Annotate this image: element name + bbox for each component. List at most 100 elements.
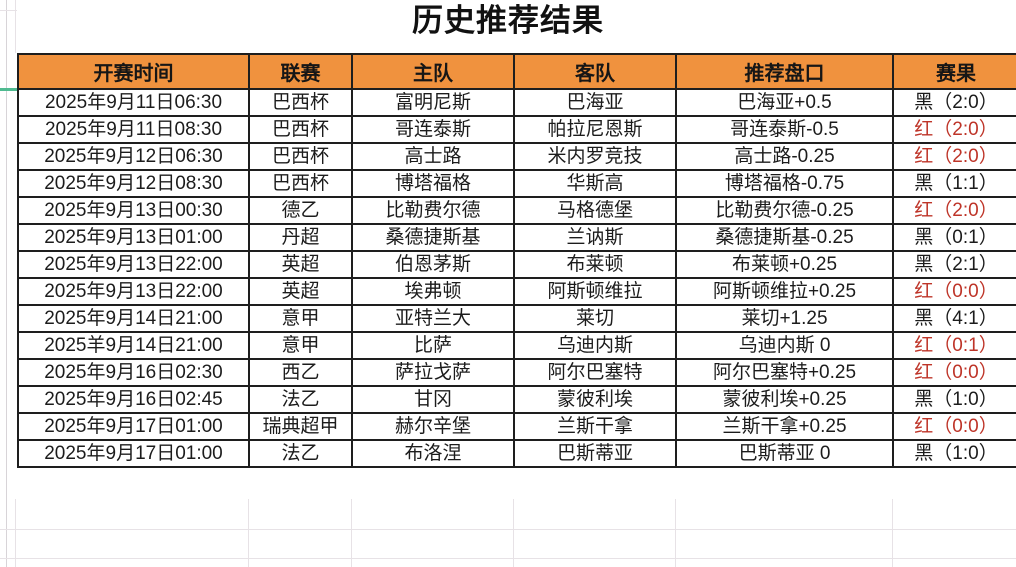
cell-league[interactable]: 英超 bbox=[248, 277, 353, 306]
freeze-pane-indicator bbox=[0, 88, 17, 91]
cell-home[interactable]: 甘冈 bbox=[351, 385, 515, 414]
cell-league[interactable]: 巴西杯 bbox=[248, 88, 353, 117]
cell-home[interactable]: 富明尼斯 bbox=[351, 88, 515, 117]
cell-result[interactable]: 红（2:0） bbox=[892, 142, 1016, 171]
cell-away[interactable]: 巴斯蒂亚 bbox=[513, 439, 677, 468]
table-row: 2025年9月13日22:00 英超 伯恩茅斯 布莱顿 布莱顿+0.25 黑（2:1） bbox=[17, 250, 1016, 279]
cell-handicap[interactable]: 比勒费尔德-0.25 bbox=[675, 196, 894, 225]
cell-home[interactable]: 桑德捷斯基 bbox=[351, 223, 515, 252]
cell-away[interactable]: 布莱顿 bbox=[513, 250, 677, 279]
cell-handicap[interactable]: 哥连泰斯-0.5 bbox=[675, 115, 894, 144]
cell-league[interactable]: 德乙 bbox=[248, 196, 353, 225]
cell-handicap[interactable]: 巴海亚+0.5 bbox=[675, 88, 894, 117]
sheet-gridline bbox=[675, 499, 676, 567]
cell-home[interactable]: 赫尔辛堡 bbox=[351, 412, 515, 441]
col-header-league[interactable]: 联赛 bbox=[248, 53, 353, 90]
cell-away[interactable]: 华斯高 bbox=[513, 169, 677, 198]
cell-away[interactable]: 兰讷斯 bbox=[513, 223, 677, 252]
cell-time[interactable]: 2025年9月13日00:30 bbox=[17, 196, 250, 225]
cell-handicap[interactable]: 莱切+1.25 bbox=[675, 304, 894, 333]
cell-away[interactable]: 乌迪内斯 bbox=[513, 331, 677, 360]
cell-league[interactable]: 法乙 bbox=[248, 385, 353, 414]
cell-time[interactable]: 2025年9月12日08:30 bbox=[17, 169, 250, 198]
cell-league[interactable]: 瑞典超甲 bbox=[248, 412, 353, 441]
cell-away[interactable]: 帕拉尼恩斯 bbox=[513, 115, 677, 144]
cell-time[interactable]: 2025年9月16日02:30 bbox=[17, 358, 250, 387]
cell-result[interactable]: 黑（0:1） bbox=[892, 223, 1016, 252]
cell-home[interactable]: 埃弗顿 bbox=[351, 277, 515, 306]
cell-league[interactable]: 丹超 bbox=[248, 223, 353, 252]
cell-result[interactable]: 黑（1:0） bbox=[892, 385, 1016, 414]
cell-away[interactable]: 阿斯顿维拉 bbox=[513, 277, 677, 306]
cell-result[interactable]: 红（2:0） bbox=[892, 115, 1016, 144]
cell-league[interactable]: 意甲 bbox=[248, 304, 353, 333]
cell-league[interactable]: 法乙 bbox=[248, 439, 353, 468]
cell-league[interactable]: 巴西杯 bbox=[248, 169, 353, 198]
cell-away[interactable]: 米内罗竞技 bbox=[513, 142, 677, 171]
cell-result[interactable]: 黑（4:1） bbox=[892, 304, 1016, 333]
cell-home[interactable]: 高士路 bbox=[351, 142, 515, 171]
cell-time[interactable]: 2025年9月17日01:00 bbox=[17, 439, 250, 468]
cell-handicap[interactable]: 兰斯干拿+0.25 bbox=[675, 412, 894, 441]
sheet-gridline bbox=[513, 499, 514, 567]
cell-result[interactable]: 黑（2:0） bbox=[892, 88, 1016, 117]
cell-time[interactable]: 2025年9月16日02:45 bbox=[17, 385, 250, 414]
cell-home[interactable]: 布洛涅 bbox=[351, 439, 515, 468]
col-header-handicap[interactable]: 推荐盘口 bbox=[675, 53, 894, 90]
table-row: 2025年9月11日06:30 巴西杯 富明尼斯 巴海亚 巴海亚+0.5 黑（2:0） bbox=[17, 88, 1016, 117]
cell-home[interactable]: 博塔福格 bbox=[351, 169, 515, 198]
cell-league[interactable]: 巴西杯 bbox=[248, 142, 353, 171]
cell-handicap[interactable]: 博塔福格-0.75 bbox=[675, 169, 894, 198]
cell-result[interactable]: 红（0:1） bbox=[892, 331, 1016, 360]
cell-handicap[interactable]: 桑德捷斯基-0.25 bbox=[675, 223, 894, 252]
cell-result[interactable]: 红（2:0） bbox=[892, 196, 1016, 225]
cell-league[interactable]: 英超 bbox=[248, 250, 353, 279]
cell-away[interactable]: 马格德堡 bbox=[513, 196, 677, 225]
cell-time[interactable]: 2025年9月11日08:30 bbox=[17, 115, 250, 144]
col-header-away[interactable]: 客队 bbox=[513, 53, 677, 90]
cell-result[interactable]: 黑（2:1） bbox=[892, 250, 1016, 279]
cell-league[interactable]: 西乙 bbox=[248, 358, 353, 387]
cell-time[interactable]: 2025年9月17日01:00 bbox=[17, 412, 250, 441]
cell-time[interactable]: 2025羊9月14日21:00 bbox=[17, 331, 250, 360]
sheet-gridline bbox=[892, 499, 893, 567]
cell-time[interactable]: 2025年9月11日06:30 bbox=[17, 88, 250, 117]
cell-time[interactable]: 2025年9月14日21:00 bbox=[17, 304, 250, 333]
cell-handicap[interactable]: 阿斯顿维拉+0.25 bbox=[675, 277, 894, 306]
cell-result[interactable]: 红（0:0） bbox=[892, 277, 1016, 306]
cell-handicap[interactable]: 蒙彼利埃+0.25 bbox=[675, 385, 894, 414]
table-body: 2025年9月11日06:30 巴西杯 富明尼斯 巴海亚 巴海亚+0.5 黑（2:0） 20… bbox=[17, 88, 1016, 468]
cell-time[interactable]: 2025年9月12日06:30 bbox=[17, 142, 250, 171]
cell-away[interactable]: 兰斯干拿 bbox=[513, 412, 677, 441]
cell-result[interactable]: 红（0:0） bbox=[892, 358, 1016, 387]
cell-away[interactable]: 莱切 bbox=[513, 304, 677, 333]
cell-handicap[interactable]: 阿尔巴塞特+0.25 bbox=[675, 358, 894, 387]
cell-home[interactable]: 萨拉戈萨 bbox=[351, 358, 515, 387]
sheet-gridline bbox=[15, 0, 16, 53]
cell-home[interactable]: 亚特兰大 bbox=[351, 304, 515, 333]
cell-time[interactable]: 2025年9月13日22:00 bbox=[17, 277, 250, 306]
cell-home[interactable]: 比萨 bbox=[351, 331, 515, 360]
cell-time[interactable]: 2025年9月13日01:00 bbox=[17, 223, 250, 252]
col-header-time[interactable]: 开赛时间 bbox=[17, 53, 250, 90]
sheet-gridline bbox=[6, 0, 7, 567]
cell-time[interactable]: 2025年9月13日22:00 bbox=[17, 250, 250, 279]
col-header-home[interactable]: 主队 bbox=[351, 53, 515, 90]
cell-handicap[interactable]: 乌迪内斯 0 bbox=[675, 331, 894, 360]
cell-home[interactable]: 哥连泰斯 bbox=[351, 115, 515, 144]
results-table: 开赛时间 联赛 主队 客队 推荐盘口 赛果 2025年9月11日06:30 巴西杯 富明尼斯巴… bbox=[17, 53, 1016, 468]
cell-handicap[interactable]: 布莱顿+0.25 bbox=[675, 250, 894, 279]
cell-away[interactable]: 蒙彼利埃 bbox=[513, 385, 677, 414]
cell-handicap[interactable]: 高士路-0.25 bbox=[675, 142, 894, 171]
cell-handicap[interactable]: 巴斯蒂亚 0 bbox=[675, 439, 894, 468]
cell-home[interactable]: 伯恩茅斯 bbox=[351, 250, 515, 279]
cell-result[interactable]: 红（0:0） bbox=[892, 412, 1016, 441]
col-header-result[interactable]: 赛果 bbox=[892, 53, 1016, 90]
cell-result[interactable]: 黑（1:0） bbox=[892, 439, 1016, 468]
cell-result[interactable]: 黑（1:1） bbox=[892, 169, 1016, 198]
cell-league[interactable]: 意甲 bbox=[248, 331, 353, 360]
cell-away[interactable]: 阿尔巴塞特 bbox=[513, 358, 677, 387]
cell-home[interactable]: 比勒费尔德 bbox=[351, 196, 515, 225]
cell-league[interactable]: 巴西杯 bbox=[248, 115, 353, 144]
cell-away[interactable]: 巴海亚 bbox=[513, 88, 677, 117]
